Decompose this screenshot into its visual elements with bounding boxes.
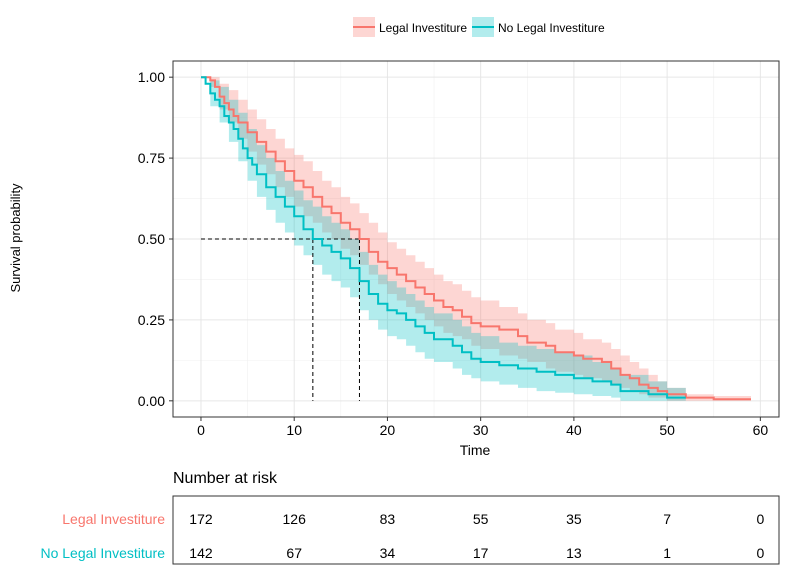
x-tick-label: 40 (566, 422, 582, 438)
legend-label-no-legal: No Legal Investiture (498, 21, 605, 35)
y-tick-label: 0.25 (138, 312, 165, 328)
risk-count-cell: 0 (756, 511, 764, 527)
median-lines (200, 238, 360, 401)
x-tick-label: 30 (473, 422, 489, 438)
y-axis: 0.00 0.25 0.50 0.75 1.00 (138, 69, 173, 409)
risk-count-cell: 13 (566, 545, 582, 561)
risk-table: Number at risk Legal Investiture 172 126 83… (40, 470, 780, 565)
y-tick-label: 1.00 (138, 69, 165, 85)
risk-row-label: No Legal Investiture (40, 545, 165, 561)
risk-count-cell: 34 (380, 545, 396, 561)
survival-curve-series-0 (201, 76, 751, 401)
ci-band-series-1 (201, 77, 686, 401)
x-tick-label: 20 (380, 422, 396, 438)
x-tick-label: 10 (286, 422, 302, 438)
x-axis: 0 10 20 30 40 50 60 (197, 417, 768, 438)
risk-count-cell: 67 (286, 545, 302, 561)
confidence-bands (201, 77, 751, 401)
risk-count-cell: 35 (566, 511, 582, 527)
risk-count-cell: 17 (473, 545, 489, 561)
legend: Legal Investiture No Legal Investiture (353, 17, 605, 37)
risk-row-label: Legal Investiture (62, 511, 165, 527)
x-tick-label: 60 (753, 422, 769, 438)
survival-curves (201, 76, 751, 401)
risk-count-cell: 0 (756, 545, 764, 561)
plot-panel: 0 10 20 30 40 50 60 0.00 0.25 0.50 0.75 1.00 (138, 60, 780, 438)
x-tick-label: 0 (197, 422, 205, 438)
legend-label-legal: Legal Investiture (379, 21, 467, 35)
risk-count-cell: 142 (189, 545, 213, 561)
risk-table-border (172, 495, 780, 565)
x-axis-label: Time (460, 442, 491, 458)
y-tick-label: 0.50 (138, 231, 165, 247)
risk-count-cell: 126 (283, 511, 307, 527)
y-axis-label: Survival probability (8, 183, 23, 293)
risk-count-cell: 7 (663, 511, 671, 527)
survival-curve-series-1 (201, 76, 686, 399)
risk-count-cell: 55 (473, 511, 489, 527)
risk-count-cell: 172 (189, 511, 213, 527)
risk-count-cell: 1 (663, 545, 671, 561)
risk-table-title: Number at risk (173, 470, 278, 487)
risk-table-rows: Legal Investiture 172 126 83 55 35 7 0 No Legal … (40, 511, 764, 561)
y-tick-label: 0.00 (138, 393, 165, 409)
risk-count-cell: 83 (380, 511, 396, 527)
x-tick-label: 50 (659, 422, 675, 438)
y-tick-label: 0.75 (138, 150, 165, 166)
ci-band-series-0 (201, 77, 751, 401)
grid (173, 61, 779, 417)
